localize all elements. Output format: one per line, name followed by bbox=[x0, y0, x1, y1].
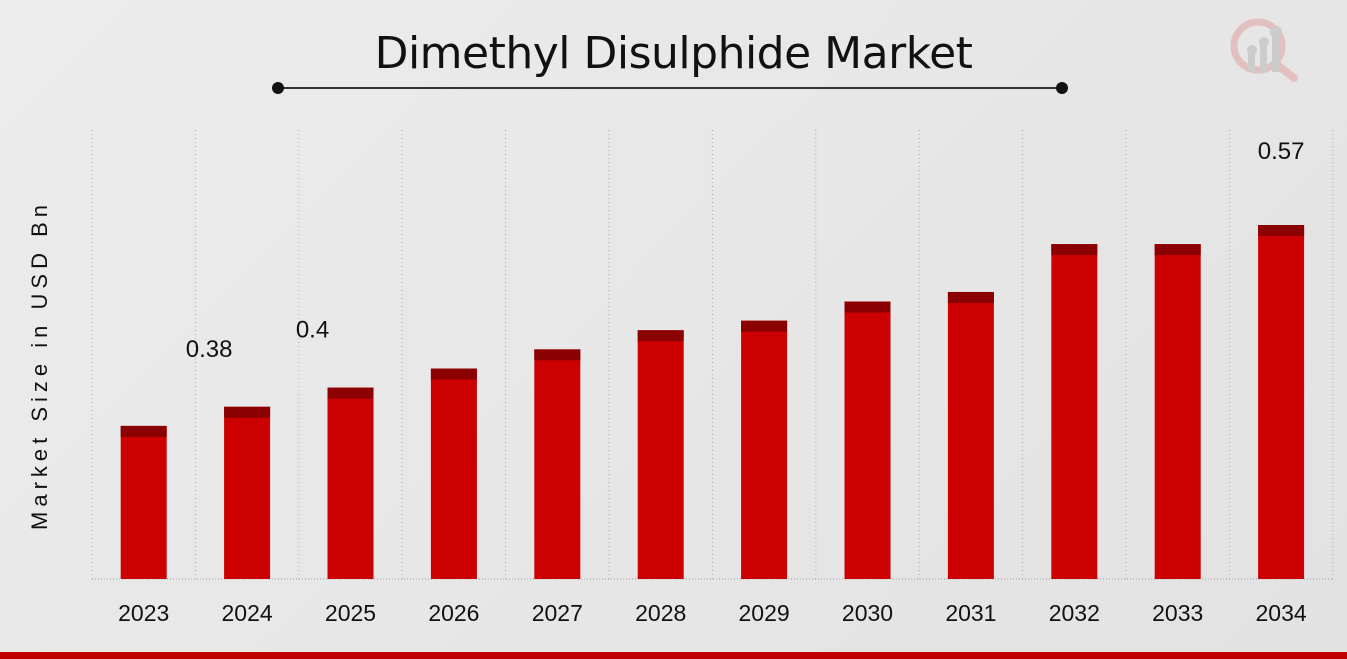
bar-cap-2030 bbox=[844, 301, 891, 313]
bar-2023 bbox=[120, 425, 167, 579]
x-tick-label: 2032 bbox=[1049, 600, 1100, 626]
bar-cap-2031 bbox=[947, 291, 994, 303]
x-tick-label: 2033 bbox=[1152, 600, 1203, 626]
bar-cap-2034 bbox=[1258, 225, 1305, 236]
title-underline bbox=[278, 87, 1062, 89]
data-label: 0.38 bbox=[186, 336, 233, 363]
bar-2028 bbox=[637, 330, 684, 579]
bar-cap-2024 bbox=[224, 406, 271, 418]
brand-logo-icon bbox=[1230, 18, 1298, 82]
bar-cap-2028 bbox=[637, 330, 684, 342]
x-tick-label: 2025 bbox=[325, 600, 376, 626]
x-tick-label: 2024 bbox=[222, 600, 273, 626]
bottom-accent-bar bbox=[0, 652, 1347, 659]
bar-cap-2027 bbox=[534, 349, 581, 361]
x-tick-label: 2030 bbox=[842, 600, 893, 626]
bar-2025 bbox=[327, 387, 374, 579]
bar-cap-2029 bbox=[741, 320, 788, 332]
x-tick-label: 2029 bbox=[739, 600, 790, 626]
bar-2033 bbox=[1154, 244, 1201, 579]
title-rule-right-dot bbox=[1056, 82, 1068, 94]
bar-cap-2032 bbox=[1051, 244, 1098, 256]
x-tick-label: 2031 bbox=[945, 600, 996, 626]
bar-2034 bbox=[1258, 225, 1305, 579]
bar-2031 bbox=[947, 291, 994, 579]
bar-cap-2033 bbox=[1154, 244, 1201, 256]
x-tick-label: 2026 bbox=[428, 600, 479, 626]
chart-title: Dimethyl Disulphide Market bbox=[374, 28, 973, 79]
bar-2026 bbox=[430, 368, 477, 579]
bar-2024 bbox=[224, 406, 271, 579]
data-label: 0.57 bbox=[1258, 138, 1305, 165]
bar-2030 bbox=[844, 301, 891, 579]
bar-cap-2023 bbox=[120, 425, 167, 437]
data-label: 0.4 bbox=[296, 317, 329, 344]
bar-cap-2026 bbox=[430, 368, 477, 380]
x-tick-label: 2023 bbox=[118, 600, 169, 626]
bar-2029 bbox=[741, 320, 788, 579]
bar-cap-2025 bbox=[327, 387, 374, 399]
x-tick-label: 2034 bbox=[1256, 600, 1307, 626]
bar-2032 bbox=[1051, 244, 1098, 579]
title-rule-left-dot bbox=[272, 82, 284, 94]
bar-2027 bbox=[534, 349, 581, 579]
x-tick-label: 2027 bbox=[532, 600, 583, 626]
x-tick-label: 2028 bbox=[635, 600, 686, 626]
